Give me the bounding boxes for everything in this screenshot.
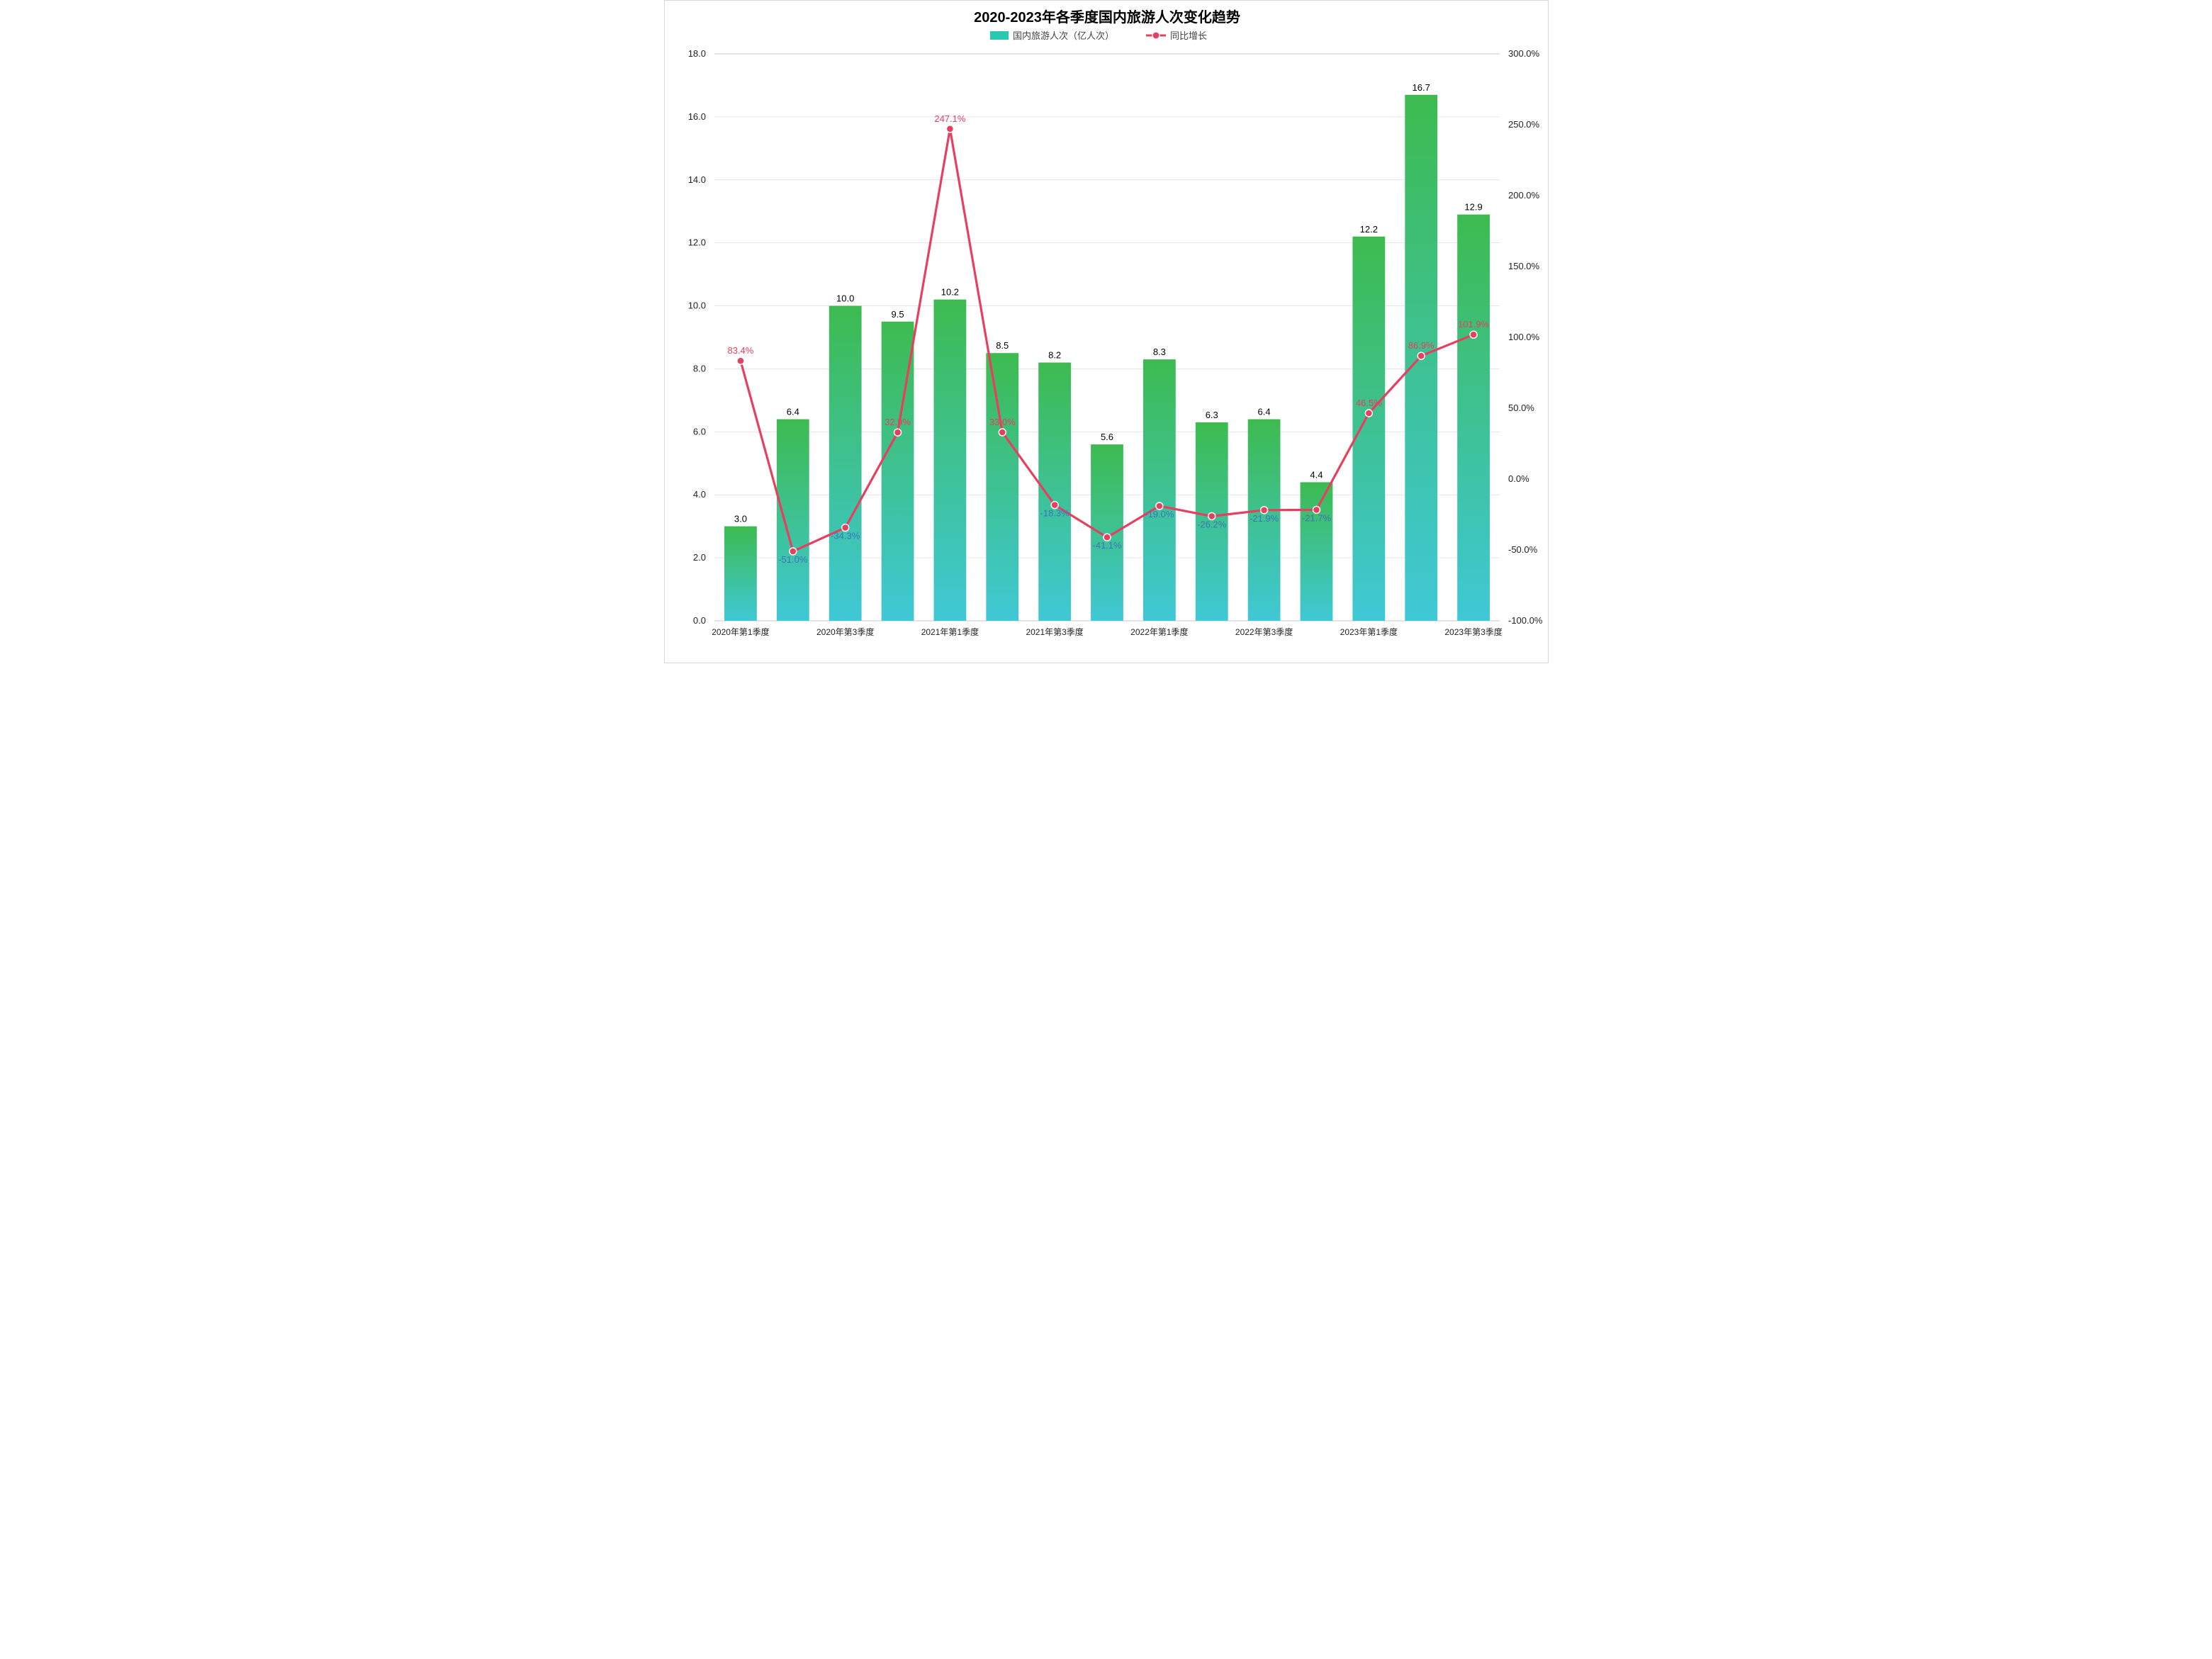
chart-svg: 3.0 6.4 10.0 9.5 10.2 8.5 8.2 5.6 8.3 6.3 6.4 4.4 12…: [665, 1, 1549, 664]
x-tick-label: 2023年第3季度: [1444, 626, 1502, 637]
y-left-tick-label: 14.0: [687, 174, 705, 185]
y-left-tick-label: 18.0: [687, 48, 705, 59]
line-value-label: -41.1%: [1092, 540, 1122, 551]
y-right-tick-label: 50.0%: [1508, 403, 1534, 413]
chart: 3.0 6.4 10.0 9.5 10.2 8.5 8.2 5.6 8.3 6.3 6.4 4.4 12…: [664, 0, 1549, 663]
y-right-tick-label: 300.0%: [1508, 48, 1540, 59]
x-tick-label: 2022年第1季度: [1130, 626, 1188, 637]
legend-bar-swatch: [990, 31, 1009, 40]
line-value-label: -21.9%: [1249, 513, 1279, 524]
bar-value-label: 4.4: [1310, 469, 1323, 480]
y-left-tick-label: 12.0: [687, 237, 705, 248]
bar-value-label: 8.2: [1048, 350, 1061, 361]
y-right-tick-label: 100.0%: [1508, 332, 1540, 342]
y-right-tick-label: -100.0%: [1508, 615, 1543, 626]
legend-line-marker: [1152, 32, 1160, 39]
y-left-tick-label: 2.0: [692, 552, 705, 563]
bar: [1091, 444, 1123, 621]
line-value-label: -19.0%: [1145, 509, 1174, 519]
bar: [1038, 363, 1071, 621]
x-tick-label: 2022年第3季度: [1235, 626, 1292, 637]
bar-value-label: 12.9: [1464, 202, 1482, 213]
bar-value-label: 3.0: [734, 514, 746, 524]
line-value-label: -34.3%: [831, 531, 860, 541]
x-tick-label: 2020年第3季度: [816, 626, 873, 637]
bar-value-label: 9.5: [891, 309, 904, 320]
bar-value-label: 16.7: [1412, 82, 1430, 93]
line-value-label: 101.9%: [1458, 319, 1490, 330]
line-marker: [1470, 331, 1477, 338]
line-value-label: 32.9%: [885, 417, 911, 427]
y-right-tick-label: 200.0%: [1508, 190, 1540, 201]
bar: [776, 420, 809, 621]
line-value-label: -26.2%: [1197, 519, 1227, 529]
bar-value-label: 6.4: [1257, 407, 1270, 417]
bar-value-label: 12.2: [1359, 224, 1377, 235]
bar-value-label: 8.5: [996, 340, 1009, 351]
line-marker: [1417, 352, 1425, 359]
y-right-tick-label: 0.0%: [1508, 473, 1529, 484]
y-left-tick-label: 6.0: [692, 426, 705, 437]
line-marker: [1365, 410, 1372, 417]
x-tick-label: 2021年第1季度: [921, 626, 978, 637]
legend-bar-text: 国内旅游人次（亿人次）: [1013, 30, 1114, 41]
bar-value-label: 6.3: [1205, 410, 1218, 420]
line-value-label: 46.5%: [1355, 398, 1381, 408]
line-value-label: -21.7%: [1301, 512, 1331, 523]
bar: [829, 306, 861, 621]
bar-value-label: 5.6: [1100, 432, 1113, 442]
y-left-tick-label: 8.0: [692, 363, 705, 373]
bar-value-label: 8.3: [1152, 347, 1165, 357]
bar: [1352, 237, 1385, 621]
line-marker: [894, 429, 901, 436]
line-value-label: 247.1%: [934, 113, 966, 124]
y-left-tick-label: 0.0: [692, 615, 705, 626]
bar-value-label: 6.4: [786, 407, 799, 417]
bar: [933, 300, 966, 621]
y-left-tick-label: 4.0: [692, 489, 705, 500]
y-left-tick-label: 16.0: [687, 111, 705, 122]
bar-value-label: 10.0: [836, 293, 854, 304]
y-right-tick-label: -50.0%: [1508, 544, 1538, 555]
x-tick-label: 2020年第1季度: [712, 626, 769, 637]
chart-title: 2020-2023年各季度国内旅游人次变化趋势: [974, 9, 1240, 26]
bar: [986, 353, 1018, 621]
x-tick-label: 2021年第3季度: [1026, 626, 1083, 637]
y-right-tick-label: 250.0%: [1508, 119, 1540, 130]
line-value-label: -51.0%: [778, 554, 808, 565]
y-left-tick-label: 10.0: [687, 300, 705, 311]
bar: [1143, 359, 1175, 621]
legend-line-text: 同比增长: [1170, 30, 1207, 41]
bar: [1457, 215, 1490, 621]
x-tick-label: 2023年第1季度: [1340, 626, 1397, 637]
bar: [724, 527, 757, 621]
line-marker: [946, 125, 953, 133]
line-value-label: 33.0%: [989, 417, 1015, 427]
y-right-tick-label: 150.0%: [1508, 261, 1540, 271]
bar-value-label: 10.2: [941, 287, 958, 298]
line-marker: [999, 429, 1006, 436]
line-value-label: 83.4%: [727, 345, 753, 356]
line-marker: [736, 357, 743, 364]
line-value-label: -18.3%: [1040, 508, 1069, 519]
line-value-label: 86.9%: [1408, 340, 1434, 351]
bar: [1300, 482, 1332, 621]
